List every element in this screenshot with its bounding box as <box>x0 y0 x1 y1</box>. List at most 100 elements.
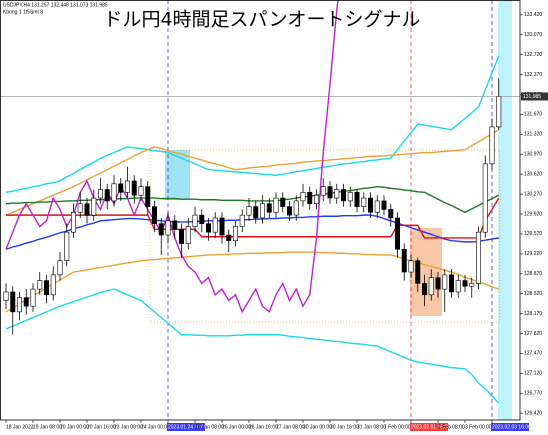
candle-body <box>313 194 319 205</box>
candle-body <box>273 197 279 213</box>
candle-body <box>374 200 380 213</box>
y-tick-label: 132.370 <box>524 72 542 78</box>
price-label-bg <box>521 92 548 101</box>
x-tick-label: 25 Jan 08:00 <box>195 424 224 430</box>
candle-body <box>43 280 49 296</box>
y-tick-label: 127.120 <box>524 371 542 377</box>
y-tick-label: 130.620 <box>524 171 542 177</box>
y-tick-label: 132.720 <box>524 52 542 58</box>
candle-body <box>482 163 488 233</box>
x-tick-label: 2023.02.03 16:00 <box>492 424 531 430</box>
y-tick-label: 129.570 <box>524 231 542 237</box>
candle-body <box>307 192 313 205</box>
candle-body <box>23 297 29 307</box>
range-box <box>149 149 501 323</box>
candle-body <box>496 96 502 128</box>
x-tick-label: 26 Jan 00:00 <box>222 424 251 430</box>
candle-body <box>179 229 185 244</box>
indicator-line <box>5 0 339 314</box>
candle-body <box>401 248 407 273</box>
candle-body <box>489 126 495 165</box>
plot-area <box>3 0 512 420</box>
y-tick-label: 130.970 <box>524 152 542 158</box>
candle-body <box>266 203 272 213</box>
x-tick-label: 2023.02.01 16:00 <box>411 424 450 430</box>
candle-body <box>415 260 421 284</box>
candle-body <box>16 297 22 313</box>
candle-body <box>394 217 400 250</box>
candle-body <box>226 234 232 242</box>
candle-body <box>192 214 198 227</box>
y-tick-label: 128.170 <box>524 311 542 317</box>
candle-body <box>145 186 151 207</box>
candle-body <box>428 277 434 296</box>
candle-body <box>219 217 225 236</box>
y-tick-label: 126.420 <box>524 410 542 416</box>
x-label-highlight <box>491 423 529 431</box>
candle-body <box>206 223 212 233</box>
candle-body <box>152 206 158 224</box>
x-label-highlight <box>167 423 205 431</box>
candle-body <box>111 183 117 202</box>
x-tick-label: 20 Jan 00:00 <box>60 424 89 430</box>
x-tick-label: 23 Jan 08:00 <box>114 424 143 430</box>
candle-body <box>158 223 164 236</box>
candle-body <box>10 291 16 313</box>
candle-body <box>125 180 131 193</box>
candle-body <box>185 226 191 244</box>
candle-body <box>334 189 340 199</box>
x-tick-label: 26 Jan 16:00 <box>249 424 278 430</box>
candle-body <box>138 186 144 196</box>
candle-body <box>199 214 205 224</box>
candle-body <box>435 277 441 290</box>
y-tick-label: 130.270 <box>524 191 542 197</box>
candle-body <box>91 197 97 216</box>
y-tick-label: 131.320 <box>524 132 542 138</box>
candle-body <box>212 217 218 233</box>
price-label: 131.985 <box>523 94 541 100</box>
candle-body <box>64 231 70 261</box>
y-tick-label: 129.920 <box>524 211 542 217</box>
chart-title: ドル円4時間足スパンオートシグナル <box>103 9 420 31</box>
y-tick-label: 131.670 <box>524 112 542 118</box>
x-tick-label: 30 Jan 00:00 <box>303 424 332 430</box>
candle-body <box>71 211 77 233</box>
x-tick-label: 31 Jan 08:00 <box>357 424 386 430</box>
x-tick-label: 2 Feb 08:00 <box>438 424 465 430</box>
info-line: USDJPY,H4 131.257 132.448 131.073 131.98… <box>3 2 108 8</box>
candle-body <box>253 206 259 219</box>
candle-body <box>448 274 454 293</box>
candle-body <box>469 283 475 287</box>
y-tick-label: 128.520 <box>524 291 542 297</box>
candle-body <box>50 274 56 296</box>
candle-body <box>3 291 9 301</box>
candle-body <box>421 283 427 296</box>
x-tick-label: 24 Jan 00:00 <box>141 424 170 430</box>
candle-body <box>381 200 387 210</box>
x-tick-label: 20 Jan 16:00 <box>87 424 116 430</box>
x-tick-label: 3 Feb 00:00 <box>465 424 492 430</box>
candle-body <box>475 231 481 284</box>
candle-body <box>455 280 461 293</box>
signal-box <box>165 150 190 200</box>
candle-body <box>340 189 346 202</box>
candle-body <box>462 280 468 287</box>
candle-body <box>388 209 394 219</box>
candle-body <box>246 206 252 216</box>
candle-body <box>233 226 239 242</box>
y-tick-label: 127.820 <box>524 331 542 337</box>
indicator-line <box>5 129 500 216</box>
candle-body <box>286 206 292 216</box>
candle-body <box>165 220 171 236</box>
indicator-line <box>5 288 500 404</box>
candle-body <box>280 197 286 207</box>
candle-body <box>172 220 178 230</box>
x-tick-label: 1 Feb 00:00 <box>384 424 411 430</box>
x-tick-label: 27 Jan 08:00 <box>276 424 305 430</box>
signal-zone <box>498 0 512 420</box>
candle-body <box>300 192 306 202</box>
candle-body <box>84 203 90 216</box>
x-tick-label: 30 Jan 16:00 <box>330 424 359 430</box>
y-tick-label: 127.470 <box>524 351 542 357</box>
